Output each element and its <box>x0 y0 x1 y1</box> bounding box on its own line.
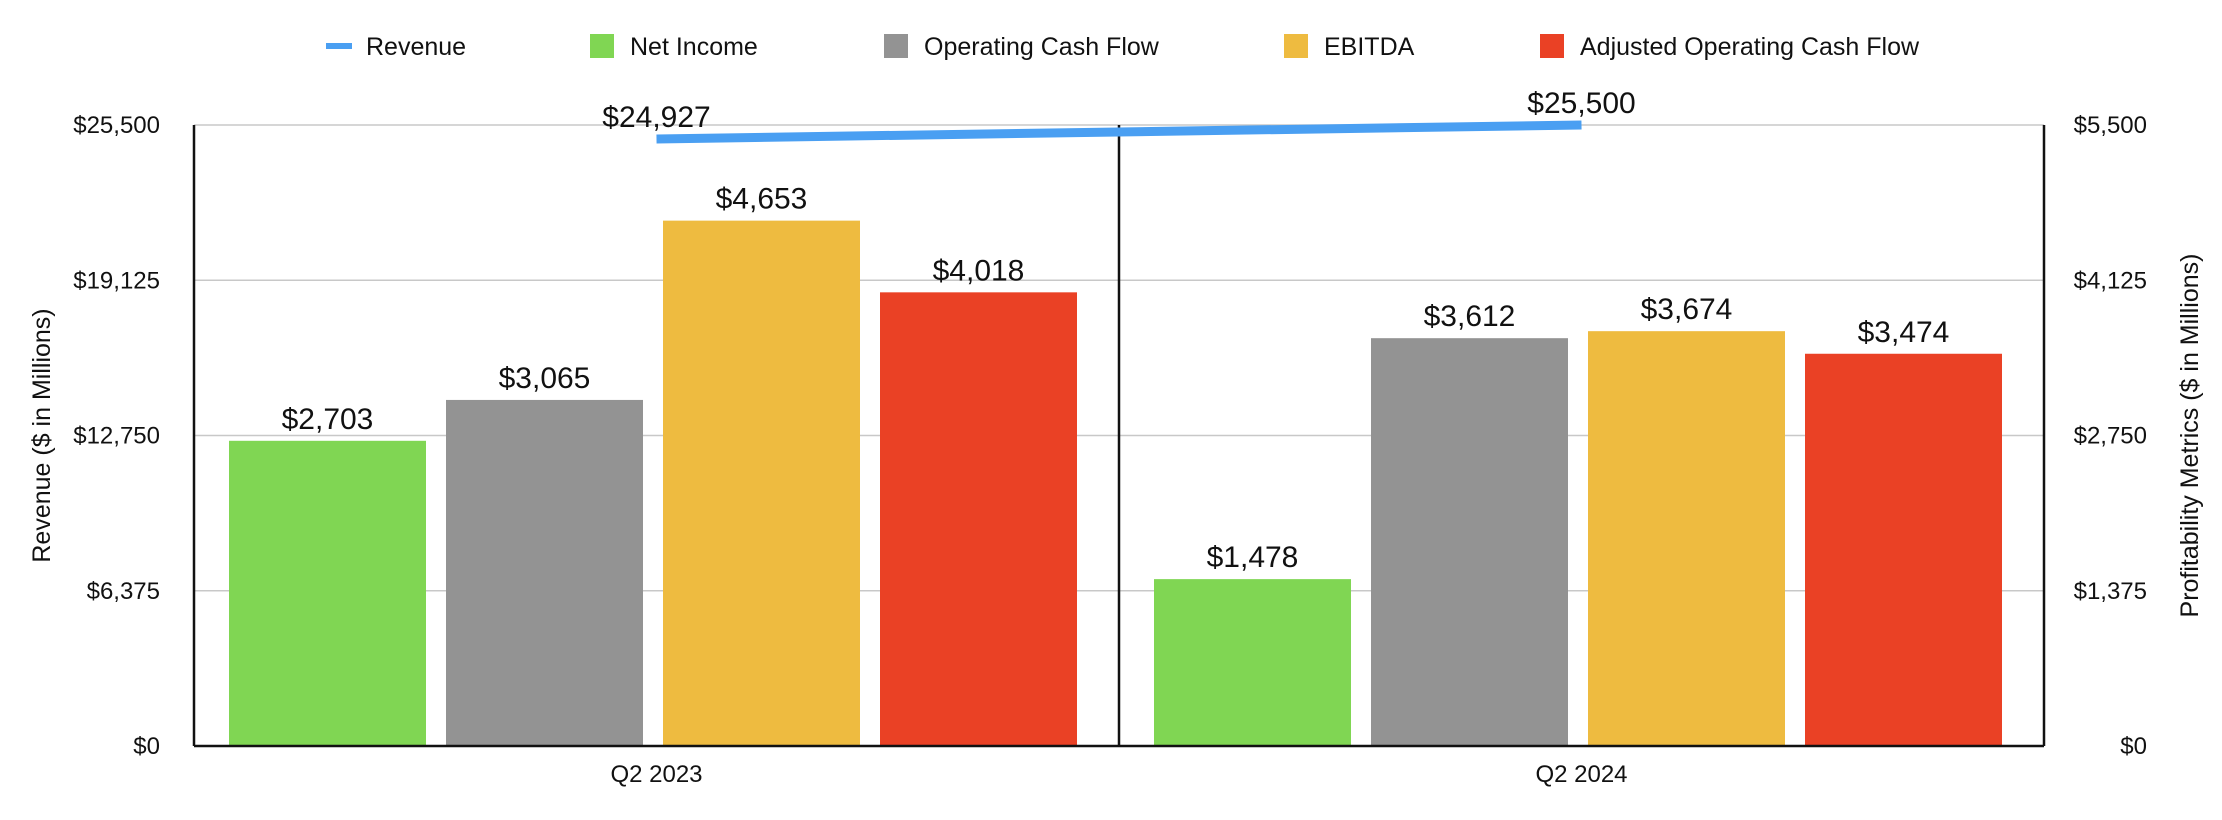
right-axis: $0 $1,375 $2,750 $4,125 $5,500 Profitability … <box>2074 112 2204 760</box>
data-label-revenue-q2-2023: $24,927 <box>602 101 710 134</box>
category-label-q2-2023: Q2 2023 <box>610 761 702 788</box>
data-label-adjusted-operating-cash-flow-q2-2023: $4,018 <box>933 254 1025 287</box>
data-label-adjusted-operating-cash-flow-q2-2024: $3,474 <box>1858 316 1950 349</box>
bars <box>229 220 2002 746</box>
line-revenue <box>656 120 1582 144</box>
right-tick-label: $2,750 <box>2074 423 2147 450</box>
legend-swatch-operating-cash-flow <box>884 34 908 58</box>
legend-label-adjusted-operating-cash-flow: Adjusted Operating Cash Flow <box>1580 33 1920 61</box>
bar-operating-cash-flow-q2-2024 <box>1371 338 1568 746</box>
right-tick-label: $5,500 <box>2074 112 2147 139</box>
plot-frame <box>192 125 2046 748</box>
data-label-ebitda-q2-2024: $3,674 <box>1641 293 1733 326</box>
bar-adjusted-operating-cash-flow-q2-2024 <box>1805 353 2002 746</box>
legend-label-operating-cash-flow: Operating Cash Flow <box>924 33 1160 61</box>
right-tick-label: $4,125 <box>2074 267 2147 294</box>
left-axis: $0 $6,375 $12,750 $19,125 $25,500 Revenue ($ … <box>28 112 160 760</box>
legend: Revenue Net Income Operating Cash Flow EBIT… <box>326 33 1920 61</box>
bar-adjusted-operating-cash-flow-q2-2023 <box>880 292 1077 746</box>
data-label-operating-cash-flow-q2-2023: $3,065 <box>499 362 591 395</box>
x-axis: Q2 2023 Q2 2024 <box>610 761 1627 788</box>
bar-operating-cash-flow-q2-2023 <box>446 399 643 746</box>
data-label-net-income-q2-2023: $2,703 <box>282 403 374 436</box>
data-label-revenue-q2-2024: $25,500 <box>1527 87 1635 120</box>
legend-swatch-ebitda <box>1284 34 1308 58</box>
right-tick-label: $0 <box>2120 733 2147 760</box>
bar-ebitda-q2-2023 <box>663 220 860 746</box>
left-tick-label: $19,125 <box>73 267 160 294</box>
right-axis-title: Profitability Metrics ($ in Millions) <box>2176 254 2204 618</box>
right-tick-label: $1,375 <box>2074 578 2147 605</box>
legend-label-ebitda: EBITDA <box>1324 33 1415 61</box>
data-label-operating-cash-flow-q2-2024: $3,612 <box>1424 300 1516 333</box>
legend-swatch-revenue <box>326 43 352 49</box>
left-tick-label: $25,500 <box>73 112 160 139</box>
data-label-ebitda-q2-2023: $4,653 <box>716 183 808 216</box>
left-axis-title: Revenue ($ in Millions) <box>28 308 56 562</box>
category-label-q2-2024: Q2 2024 <box>1535 761 1627 788</box>
left-tick-label: $0 <box>133 733 160 760</box>
legend-label-net-income: Net Income <box>630 33 758 61</box>
bar-net-income-q2-2024 <box>1154 579 1351 746</box>
bar-net-income-q2-2023 <box>229 440 426 746</box>
left-tick-label: $12,750 <box>73 423 160 450</box>
legend-label-revenue: Revenue <box>366 33 466 61</box>
legend-swatch-net-income <box>590 34 614 58</box>
legend-swatch-adjusted-operating-cash-flow <box>1540 34 1564 58</box>
bar-ebitda-q2-2024 <box>1588 331 1785 746</box>
data-label-net-income-q2-2024: $1,478 <box>1207 541 1299 574</box>
data-labels: $2,703 $1,478 $3,065 $3,612 $4,653 $3,674 $4,0… <box>282 87 1950 574</box>
left-tick-label: $6,375 <box>87 578 160 605</box>
revenue-line <box>656 120 1582 144</box>
